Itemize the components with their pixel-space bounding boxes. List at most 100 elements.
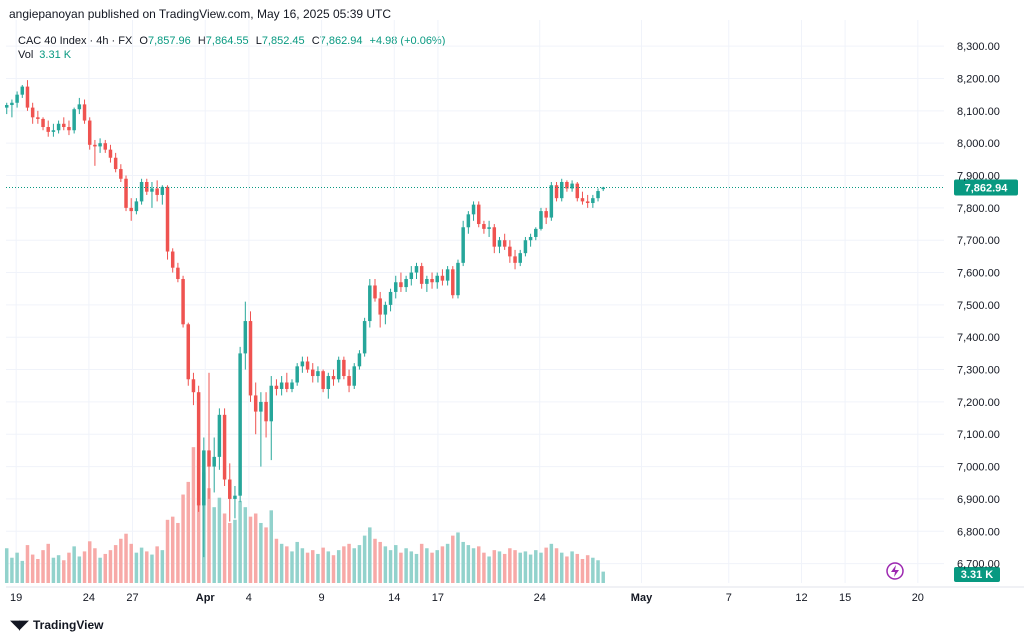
volume-bar	[321, 547, 325, 583]
candle-body	[165, 186, 170, 252]
volume-bar	[528, 554, 533, 583]
candle-body	[502, 240, 507, 247]
candle-body	[129, 207, 133, 212]
x-tick-label: 24	[83, 592, 95, 604]
volume-bar	[502, 553, 507, 583]
candle-body	[222, 414, 227, 480]
candle-body	[388, 291, 393, 305]
candle-body	[36, 117, 40, 119]
volume-bar	[549, 543, 554, 583]
candle-body	[362, 321, 367, 354]
candle-body	[233, 495, 237, 499]
candle-body	[430, 279, 434, 283]
tradingview-brand[interactable]: ◥◤ TradingView	[10, 617, 103, 633]
symbol-label[interactable]: CAC 40 Index · 4h · FX	[18, 35, 133, 47]
open-label: O	[139, 35, 148, 47]
volume-bar	[435, 550, 439, 583]
candle-body	[207, 450, 211, 467]
candle-body	[191, 379, 196, 393]
volume-bar	[15, 552, 19, 583]
volume-bar	[93, 548, 97, 583]
candle-body	[393, 282, 398, 292]
low-label: L	[255, 35, 262, 47]
volume-bar	[487, 556, 491, 583]
volume-bar	[575, 553, 580, 583]
volume-bar	[186, 481, 191, 583]
volume-bar	[134, 552, 139, 583]
candle-body	[134, 201, 139, 212]
volume-label[interactable]: Vol	[18, 49, 34, 61]
volume-value: 3.31 K	[39, 49, 72, 61]
candle-body	[518, 253, 522, 263]
x-tick-label: 15	[839, 592, 851, 604]
volume-bar	[300, 548, 305, 583]
x-tick-label: 4	[246, 592, 252, 604]
candle-body	[290, 382, 294, 389]
candle-body	[108, 149, 113, 158]
x-tick-label: May	[631, 592, 653, 604]
candle-body	[51, 130, 56, 132]
volume-bar	[264, 527, 268, 583]
candle-body	[238, 353, 242, 496]
candle-body	[336, 359, 341, 380]
y-tick-label: 8,300.00	[957, 41, 1000, 53]
volume-bar	[544, 547, 548, 583]
volume-bar	[476, 546, 481, 583]
volume-bar	[176, 522, 180, 583]
volume-bars	[4, 447, 605, 583]
volume-bar	[253, 513, 258, 583]
volume-bar	[554, 548, 559, 583]
volume-bar	[352, 548, 356, 583]
volume-bar	[4, 548, 9, 583]
candle-body	[549, 185, 554, 218]
candle-body	[316, 371, 320, 377]
volume-bar	[150, 554, 154, 583]
volume-bar	[336, 550, 341, 583]
volume-bar	[274, 538, 279, 583]
volume-bar	[601, 571, 605, 583]
candle-body	[559, 181, 564, 199]
candle-body	[554, 185, 559, 199]
volume-bar	[259, 522, 263, 583]
candle-body	[373, 285, 377, 299]
y-tick-label: 6,800.00	[957, 526, 1000, 538]
volume-bar	[212, 507, 216, 583]
candle-body	[451, 269, 455, 296]
candle-body	[435, 275, 439, 283]
volume-legend: Vol 3.31 K	[18, 49, 71, 61]
volume-bar	[10, 557, 14, 583]
volume-bar	[217, 497, 222, 583]
candle-body	[591, 198, 595, 204]
candle-body	[528, 236, 533, 241]
volume-bar	[181, 494, 185, 583]
candle-body	[300, 361, 305, 367]
candle-body	[352, 366, 356, 386]
y-tick-label: 8,000.00	[957, 138, 1000, 150]
candle-body	[601, 187, 605, 190]
candle-body	[243, 321, 248, 354]
candle-body	[67, 127, 71, 131]
candle-body	[196, 392, 201, 506]
price-axis: 8,300.00 8,200.00 8,100.00 8,000.00 7,900.00…	[957, 41, 1000, 570]
candle-body	[20, 86, 25, 95]
candle-body	[170, 251, 175, 268]
y-tick-label: 8,200.00	[957, 74, 1000, 86]
volume-bar	[482, 552, 486, 583]
volume-bar	[233, 519, 237, 583]
volume-bar	[207, 488, 211, 583]
change-value: +4.98 (+0.06%)	[369, 35, 446, 47]
candle-body	[347, 376, 351, 386]
volume-bar	[129, 543, 133, 583]
candle-body	[404, 279, 408, 288]
volume-bar	[497, 551, 502, 583]
candle-body	[326, 376, 331, 389]
x-tick-label: 27	[126, 592, 138, 604]
volume-bar	[523, 551, 528, 583]
candle-body	[596, 191, 600, 199]
volume-bar	[445, 543, 450, 583]
volume-bar	[165, 519, 170, 583]
lightning-bolt-icon	[891, 565, 899, 577]
volume-bar	[170, 516, 175, 583]
candle-body	[497, 240, 502, 247]
